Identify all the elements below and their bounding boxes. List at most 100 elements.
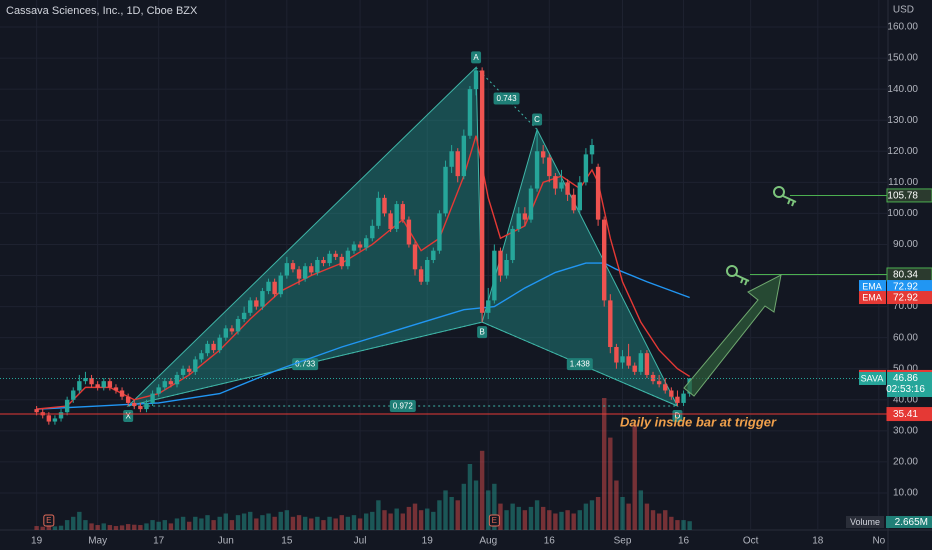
- price-tag-name-box: [859, 291, 886, 305]
- candle-body: [467, 89, 473, 136]
- price-tag-name-box: [859, 280, 886, 294]
- candle-body: [504, 260, 509, 276]
- volume-bar: [125, 524, 131, 530]
- ratio-label: 0.743: [497, 94, 518, 103]
- candle-body: [382, 197, 387, 214]
- volume-bar: [217, 516, 222, 530]
- volume-bar: [534, 500, 540, 530]
- volume-bar: [162, 520, 167, 530]
- candle-body: [223, 328, 229, 338]
- volume-bar: [412, 503, 418, 530]
- candle-body: [266, 281, 271, 292]
- volume-name-box: [846, 516, 884, 528]
- volume-bar: [46, 525, 52, 530]
- volume-bar: [528, 506, 534, 530]
- candle-body: [669, 390, 674, 397]
- candle-body: [370, 225, 375, 239]
- candle-body: [486, 300, 491, 313]
- volume-bar: [687, 521, 692, 530]
- pattern-point-label: D: [675, 412, 681, 421]
- candle-body: [180, 368, 186, 375]
- volume-bar: [589, 500, 595, 530]
- candle-body: [522, 213, 528, 220]
- candle-body: [650, 374, 656, 382]
- volume-bar: [205, 515, 210, 530]
- volume-bar: [327, 516, 332, 530]
- level-tag-label: 80.34: [893, 270, 918, 281]
- candle-body: [461, 135, 467, 177]
- candle-body: [211, 343, 216, 351]
- volume-bar: [321, 520, 326, 530]
- volume-bar: [40, 526, 45, 530]
- volume-bar: [437, 500, 442, 530]
- candle-body: [174, 374, 180, 385]
- volume-bar: [150, 520, 155, 530]
- candle-body: [595, 166, 601, 220]
- candle-body: [473, 70, 479, 90]
- volume-bar: [351, 515, 357, 530]
- y-tick-label: 120.00: [887, 146, 918, 157]
- level-tag-label: 35.41: [893, 409, 918, 420]
- volume-bar: [199, 518, 204, 530]
- volume-bar: [241, 513, 247, 530]
- candle-body: [498, 250, 503, 276]
- candle-body: [492, 250, 497, 301]
- price-tag: [887, 280, 932, 294]
- candle-body: [284, 263, 290, 276]
- pattern-point: [532, 113, 543, 126]
- pattern-point: [123, 410, 134, 423]
- ema-line: [36, 135, 691, 410]
- candle-body: [162, 381, 167, 388]
- ratio-box: [493, 92, 520, 105]
- volume-bar: [174, 518, 180, 530]
- x-tick-label: Jul: [354, 536, 367, 547]
- y-tick-label: 130.00: [887, 115, 918, 126]
- candle-body: [193, 359, 198, 372]
- candle-body: [412, 244, 418, 270]
- volume-bar: [235, 515, 241, 530]
- y-tick-label: 70.00: [893, 301, 918, 312]
- volume-bar: [443, 490, 448, 530]
- volume-bar: [296, 515, 302, 530]
- y-tick-label: 60.00: [893, 332, 918, 343]
- price-tag-name: EMA: [862, 281, 882, 291]
- volume-bar: [229, 520, 235, 530]
- x-tick-label: 19: [31, 536, 43, 547]
- volume-bar: [113, 526, 119, 530]
- volume-bar: [467, 464, 473, 530]
- candle-body: [77, 381, 82, 391]
- candle-body: [577, 182, 582, 211]
- candle-body: [559, 182, 564, 189]
- volume-bar: [186, 521, 192, 530]
- candle-body: [235, 319, 241, 332]
- candle-body: [656, 381, 662, 385]
- key-icon: [726, 265, 750, 286]
- candle-body: [217, 337, 222, 351]
- candle-body: [614, 346, 619, 363]
- volume-bar: [522, 510, 528, 530]
- candle-body: [302, 266, 308, 279]
- volume-bar: [492, 483, 497, 530]
- candle-body: [479, 70, 485, 313]
- volume-bar: [309, 518, 314, 530]
- volume-bar: [553, 513, 558, 530]
- pattern-point-label: B: [479, 328, 484, 337]
- x-tick-label: 18: [812, 536, 824, 547]
- candle-body: [602, 219, 607, 301]
- candle-body: [46, 415, 52, 422]
- candle-body: [260, 291, 265, 307]
- x-tick-label: Jun: [218, 536, 234, 547]
- volume-bar: [34, 526, 39, 530]
- ratio-box: [292, 358, 319, 371]
- candle-body: [449, 151, 454, 167]
- candle-body: [437, 213, 442, 251]
- pattern-point: [477, 326, 488, 339]
- candle-body: [113, 387, 119, 391]
- price-tag: [887, 371, 932, 397]
- volume-bar: [516, 506, 521, 530]
- candle-body: [34, 409, 39, 413]
- candle-body: [540, 151, 546, 158]
- volume-bar: [144, 523, 149, 530]
